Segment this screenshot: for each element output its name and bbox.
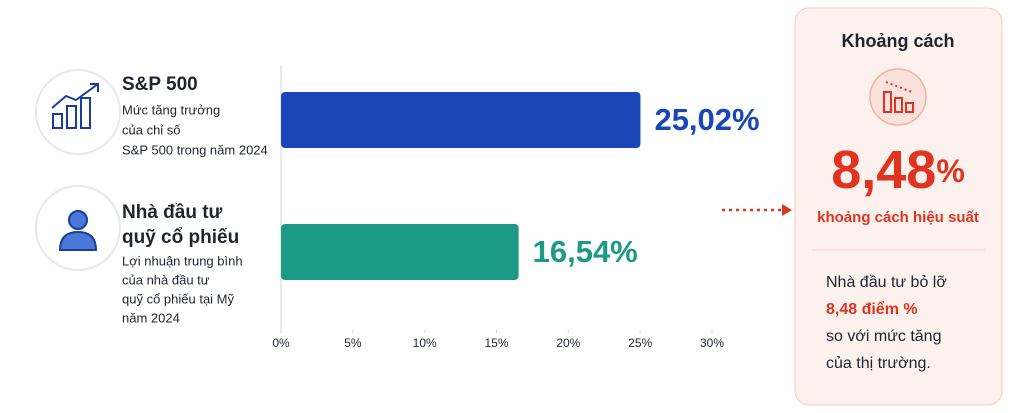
category-description: của chỉ số xyxy=(122,122,181,137)
gap-value: 8,48% xyxy=(831,140,965,200)
x-tick-label: 0% xyxy=(272,336,290,350)
category-description: của nhà đầu tư xyxy=(122,272,210,287)
note-highlight: 8,48 điểm % xyxy=(826,300,918,318)
category-description: quỹ cổ phiếu tại Mỹ xyxy=(122,291,235,306)
note-line: so với mức tăng xyxy=(826,328,941,345)
category-description: S&P 500 trong năm 2024 xyxy=(122,142,268,157)
x-tick-label: 30% xyxy=(700,336,724,350)
category-description: năm 2024 xyxy=(122,310,180,325)
note-line: của thị trường. xyxy=(826,355,931,372)
x-tick-label: 5% xyxy=(344,336,362,350)
x-tick-label: 20% xyxy=(556,336,580,350)
gap-unit: % xyxy=(936,153,964,189)
note-line: Nhà đầu tư bỏ lỡ xyxy=(826,274,947,291)
gap-subtitle: khoảng cách hiệu suất xyxy=(817,209,979,226)
bar xyxy=(281,224,519,280)
category-title: Nhà đầu tư quỹ cổ phiếu xyxy=(122,202,240,248)
x-tick-label: 15% xyxy=(484,336,508,350)
category-title: S&P 500 xyxy=(122,74,198,95)
gap-icon xyxy=(869,68,927,126)
person-icon xyxy=(35,185,121,271)
bar xyxy=(281,92,641,148)
value-label: 16,54% xyxy=(533,234,638,269)
category-label: S&P 500 xyxy=(122,74,198,95)
category-description: Mức tăng trưởng xyxy=(122,102,220,117)
x-tick-label: 25% xyxy=(628,336,652,350)
gap-number: 8,48 xyxy=(831,140,936,200)
x-tick-label: 10% xyxy=(413,336,437,350)
dotted-arrow xyxy=(722,204,792,216)
chart-icon xyxy=(35,69,121,155)
gap-panel xyxy=(794,7,1003,406)
category-description: Lợi nhuận trung bình xyxy=(122,253,243,268)
category-label: Nhà đầu tư quỹ cổ phiếu xyxy=(122,202,240,248)
value-label: 25,02% xyxy=(654,102,759,137)
panel-title: Khoảng cách xyxy=(841,31,954,51)
